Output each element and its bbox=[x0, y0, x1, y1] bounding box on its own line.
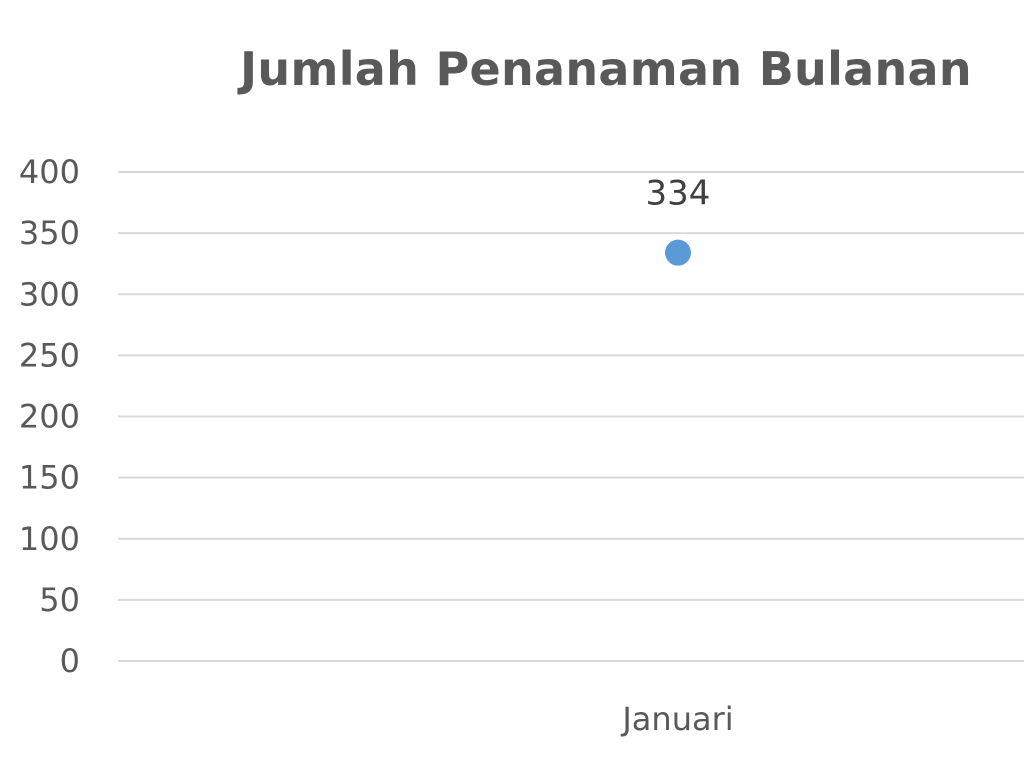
data-point bbox=[665, 239, 691, 266]
y-tick-label: 0 bbox=[60, 642, 80, 680]
y-tick-label: 300 bbox=[19, 275, 80, 313]
y-tick-label: 150 bbox=[19, 459, 80, 497]
y-tick-label: 250 bbox=[19, 336, 80, 374]
x-axis-category-labels: Januari bbox=[620, 700, 733, 738]
y-tick-label: 200 bbox=[19, 398, 80, 436]
data-labels: 334 bbox=[646, 174, 711, 214]
data-markers bbox=[665, 239, 691, 266]
gridlines bbox=[118, 171, 1024, 662]
x-category-label: Januari bbox=[620, 700, 733, 738]
y-tick-label: 400 bbox=[19, 153, 80, 191]
y-tick-label: 50 bbox=[39, 581, 80, 619]
chart-title: Jumlah Penanaman Bulanan bbox=[240, 42, 972, 96]
data-value-label: 334 bbox=[646, 174, 711, 214]
y-axis-tick-labels: 0 50 100 150 200 250 300 350 400 bbox=[19, 153, 80, 680]
y-tick-label: 350 bbox=[19, 214, 80, 252]
y-tick-label: 100 bbox=[19, 520, 80, 558]
